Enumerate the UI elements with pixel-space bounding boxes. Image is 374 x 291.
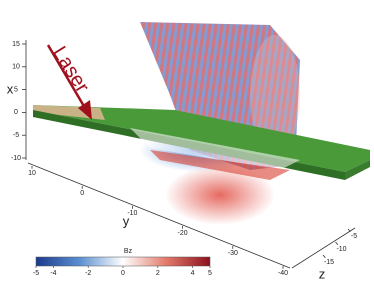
colorbar-tick-label: 4 [191,270,195,277]
z-axis-label: z [319,266,326,281]
x-tick-label: -10 [11,155,21,162]
colorbar-tick-label: -5 [33,270,39,277]
colorbar-tick-label: 0 [121,270,125,277]
y-tick-label: -10 [127,210,137,217]
x-tick-label: 15 [12,41,20,48]
x-tick-label: 5 [14,86,18,93]
y-axis [27,162,291,269]
target-slab [33,105,370,180]
x-tick-label: 0 [14,109,18,116]
z-tick-label: -10 [336,246,346,253]
z-axis [291,227,356,269]
colorbar-tick-label: 5 [208,270,212,277]
y-tick-label: -30 [228,250,238,257]
annotation: Laser [48,43,93,97]
y-axis-label: y [123,213,130,228]
y-tick-label: 0 [80,190,84,197]
tick-mark [322,254,326,259]
colorbar-tick-label: -2 [85,270,91,277]
tick-mark [335,241,339,246]
colorbar [35,256,211,267]
colorbar-label: Bz [124,248,133,255]
z-tick-label: -15 [324,259,334,266]
x-tick-label: 10 [12,64,20,71]
colorbar-tick-label: 2 [156,270,160,277]
laser-arrow [46,44,92,120]
y-tick-label: -20 [178,230,188,237]
tick-mark [347,228,351,233]
colorbar-tick-label: -4 [50,270,56,277]
x-tick-label: -5 [13,132,19,139]
z-tick-label: -5 [351,233,357,240]
y-tick-label: -40 [278,270,288,277]
x-axis-label: x [7,81,14,96]
y-tick-label: 10 [28,170,36,177]
